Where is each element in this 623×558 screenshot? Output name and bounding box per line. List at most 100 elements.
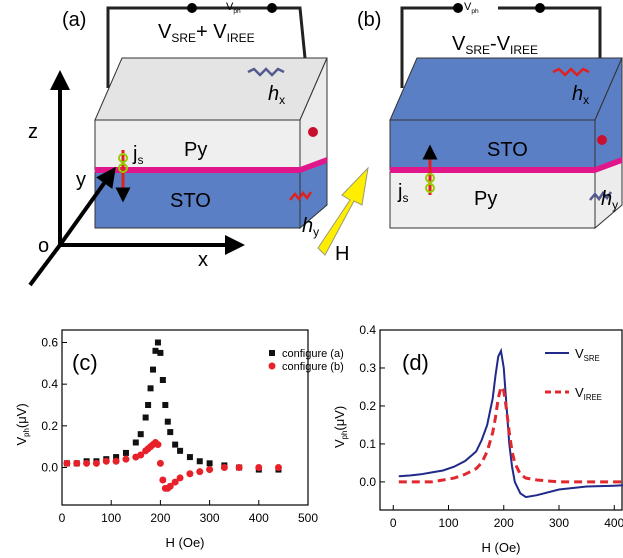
point [172,441,179,448]
layer-label: Py [184,139,207,161]
axis-name: x [198,249,208,271]
wire [400,6,458,88]
y-tick-label: 0.4 [41,377,58,391]
legend-label-part: V [575,385,584,400]
x-tick-label: 0 [390,516,397,530]
legend-label: VIREE [575,385,602,402]
hy-label: hy [601,188,618,212]
diagram-text: (a) Vph VSRE+ VIREE hx hy Py STO js z y … [28,1,618,271]
point [176,474,184,482]
panel-label: (d) [402,350,429,375]
box-top [389,57,623,121]
axis-name: o [38,235,49,257]
box-top [94,57,328,121]
hx-wave [247,67,285,77]
point [145,402,152,408]
terminal [187,3,197,13]
layer-label: Py [474,188,497,210]
contact [308,127,318,137]
hx-label: hx [572,83,589,107]
terminal [535,3,545,13]
diagram-b [389,3,623,230]
hx-wave [552,67,590,77]
point [63,459,71,467]
point [92,459,100,467]
point [147,385,154,392]
js-label: js [397,181,408,205]
field-label: H [335,243,349,265]
y-tick-label: 0.4 [359,323,376,337]
point [154,339,161,346]
plot-frame [379,329,623,511]
chart: 0 100 200 300 400 0.0 0.1 0.2 0.3 0.4 H (Oe) Vph(μV… [332,323,623,555]
point [206,466,214,474]
y-tick-label: 0.0 [41,461,58,475]
y-axis-label-part: ph [22,428,31,437]
legend-label-part: SRE [584,354,600,363]
hy-wave [589,190,613,202]
interface [300,157,327,173]
interface [95,167,300,173]
y-axis-label-part: V [14,437,29,446]
y-axis [58,166,116,247]
x-tick-label: 400 [249,511,269,525]
point [154,441,162,449]
point [132,439,139,446]
panel-label: (b) [357,9,381,31]
meter-label: Vph [226,1,241,15]
point [73,459,81,467]
contact [597,135,607,145]
legend-marker [268,362,276,370]
point [166,482,174,490]
x-tick-label: 100 [438,516,458,530]
point [196,468,204,476]
voltage-label: VSRE-VIREE [452,33,538,57]
y-axis [28,243,62,287]
x-axis-label: H (Oe) [166,535,205,550]
layer-label: STO [170,190,211,212]
spin [118,153,128,163]
py-layer [389,171,596,229]
point [156,459,164,467]
point [171,478,179,486]
y-tick-label: 0.1 [359,437,376,451]
point [137,451,145,459]
point [150,366,157,373]
point [159,476,167,484]
y-axis-label-part: (μV) [332,406,347,431]
line [398,347,623,499]
point [157,349,164,356]
legend-label: configure (b) [282,361,344,373]
y-tick-label: 0.0 [359,475,376,489]
x-tick-label: 200 [494,516,514,530]
interface [595,157,622,173]
y-tick-label: 0.2 [41,419,58,433]
line [398,383,623,484]
point [206,460,213,467]
x-tick-label: 500 [298,511,318,525]
diagram-a [28,3,369,287]
y-tick-label: 0.3 [359,361,376,375]
point [113,454,120,461]
hy-wave [289,190,313,202]
y-axis-label: Vph(μV) [14,403,31,445]
point [274,464,282,471]
y-axis-label-part: V [332,439,347,448]
point [159,377,166,383]
voltage-label: VSRE+ VIREE [158,21,255,45]
legend-marker [269,350,275,356]
field-arrow [317,166,369,256]
y-axis-label-part: (μV) [14,403,29,428]
x-tick-label: 200 [150,511,170,525]
hx-label: hx [268,83,285,107]
x-tick-label: 0 [59,511,66,525]
x-tick-label: 400 [604,516,623,530]
point [196,458,203,465]
x-tick-label: 300 [200,511,220,525]
x-tick-label: 300 [549,516,569,530]
x-axis-label: H (Oe) [482,540,521,555]
axis-name: z [28,121,38,143]
point [162,402,169,408]
